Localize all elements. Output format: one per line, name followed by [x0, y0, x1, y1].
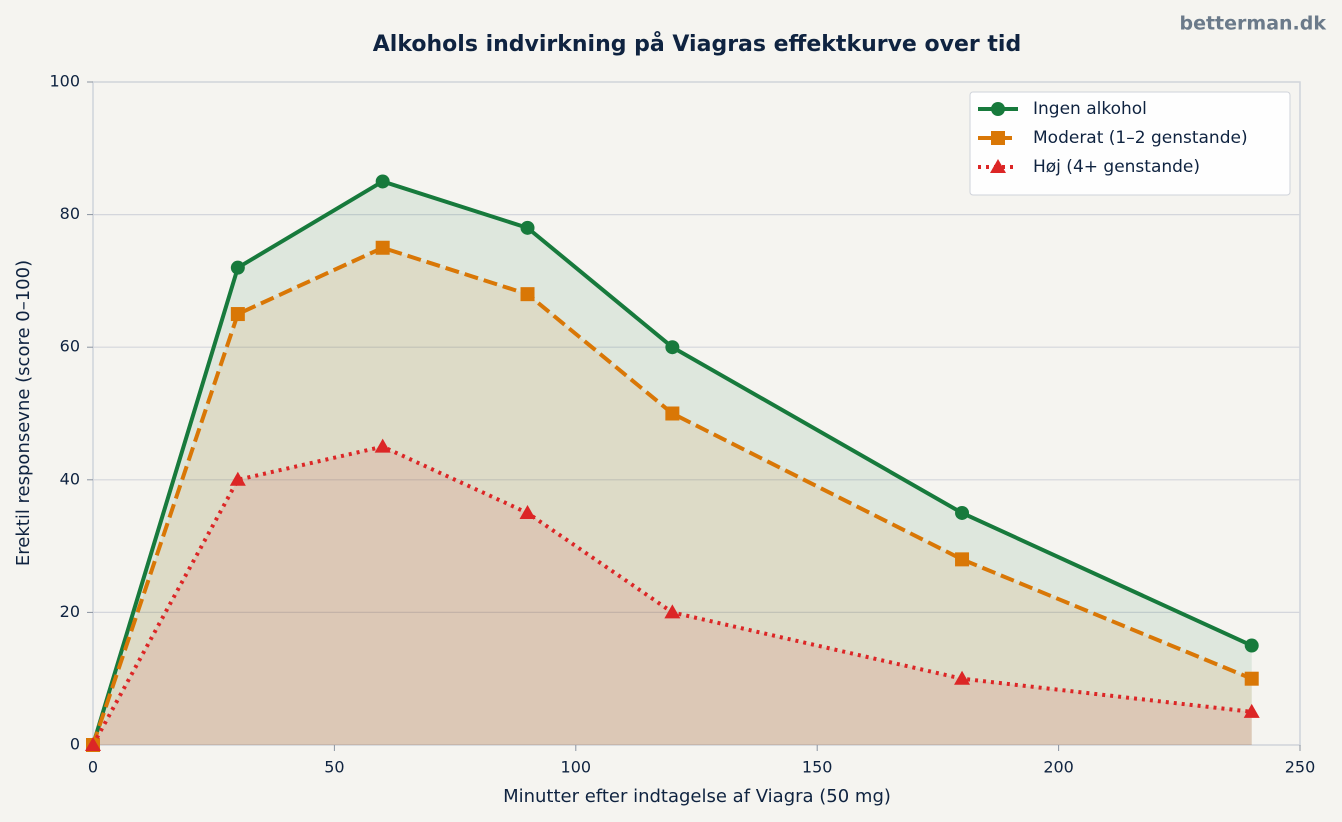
- area: [93, 446, 1252, 745]
- marker: [520, 287, 535, 302]
- x-axis-label: Minutter efter indtagelse af Viagra (50 …: [503, 786, 891, 807]
- marker: [991, 131, 1005, 145]
- marker: [1244, 638, 1259, 653]
- marker: [520, 220, 535, 235]
- y-tick-label: 60: [60, 337, 80, 356]
- marker: [230, 307, 245, 322]
- marker: [229, 471, 246, 486]
- legend-label: Høj (4+ genstande): [1033, 157, 1200, 177]
- marker: [991, 102, 1005, 116]
- y-tick-label: 40: [60, 469, 80, 488]
- marker: [955, 552, 970, 567]
- marker: [665, 340, 680, 355]
- marker: [230, 260, 245, 275]
- y-tick-label: 0: [70, 735, 80, 754]
- marker: [955, 505, 970, 520]
- area: [93, 247, 1252, 745]
- y-tick-label: 100: [49, 72, 80, 91]
- marker: [375, 240, 390, 255]
- marker: [664, 604, 681, 619]
- x-tick-label: 200: [1043, 758, 1074, 777]
- marker: [85, 737, 101, 751]
- y-tick-label: 20: [60, 602, 80, 621]
- watermark: betterman.dk: [1179, 13, 1326, 35]
- marker: [990, 159, 1006, 173]
- x-tick-label: 0: [88, 758, 98, 777]
- x-tick-label: 100: [561, 758, 592, 777]
- area: [93, 181, 1252, 745]
- marker: [1243, 703, 1260, 718]
- marker: [374, 438, 391, 453]
- x-tick-label: 250: [1285, 758, 1316, 777]
- y-axis-label: Erektil responsevne (score 0–100): [13, 260, 34, 566]
- legend-label: Ingen alkohol: [1033, 99, 1147, 119]
- y-tick-label: 80: [60, 204, 80, 223]
- marker: [375, 174, 390, 189]
- legend-label: Moderat (1–2 genstande): [1033, 128, 1248, 148]
- x-tick-label: 150: [802, 758, 833, 777]
- marker: [1244, 671, 1259, 686]
- x-tick-label: 50: [324, 758, 344, 777]
- legend-box: [969, 91, 1291, 196]
- marker: [954, 670, 971, 685]
- chart-title: Alkohols indvirkning på Viagras effektku…: [373, 31, 1021, 57]
- legend: Ingen alkohol Moderat (1–2 genstande) Høj …: [969, 91, 1291, 196]
- marker: [665, 406, 680, 421]
- marker: [519, 504, 536, 519]
